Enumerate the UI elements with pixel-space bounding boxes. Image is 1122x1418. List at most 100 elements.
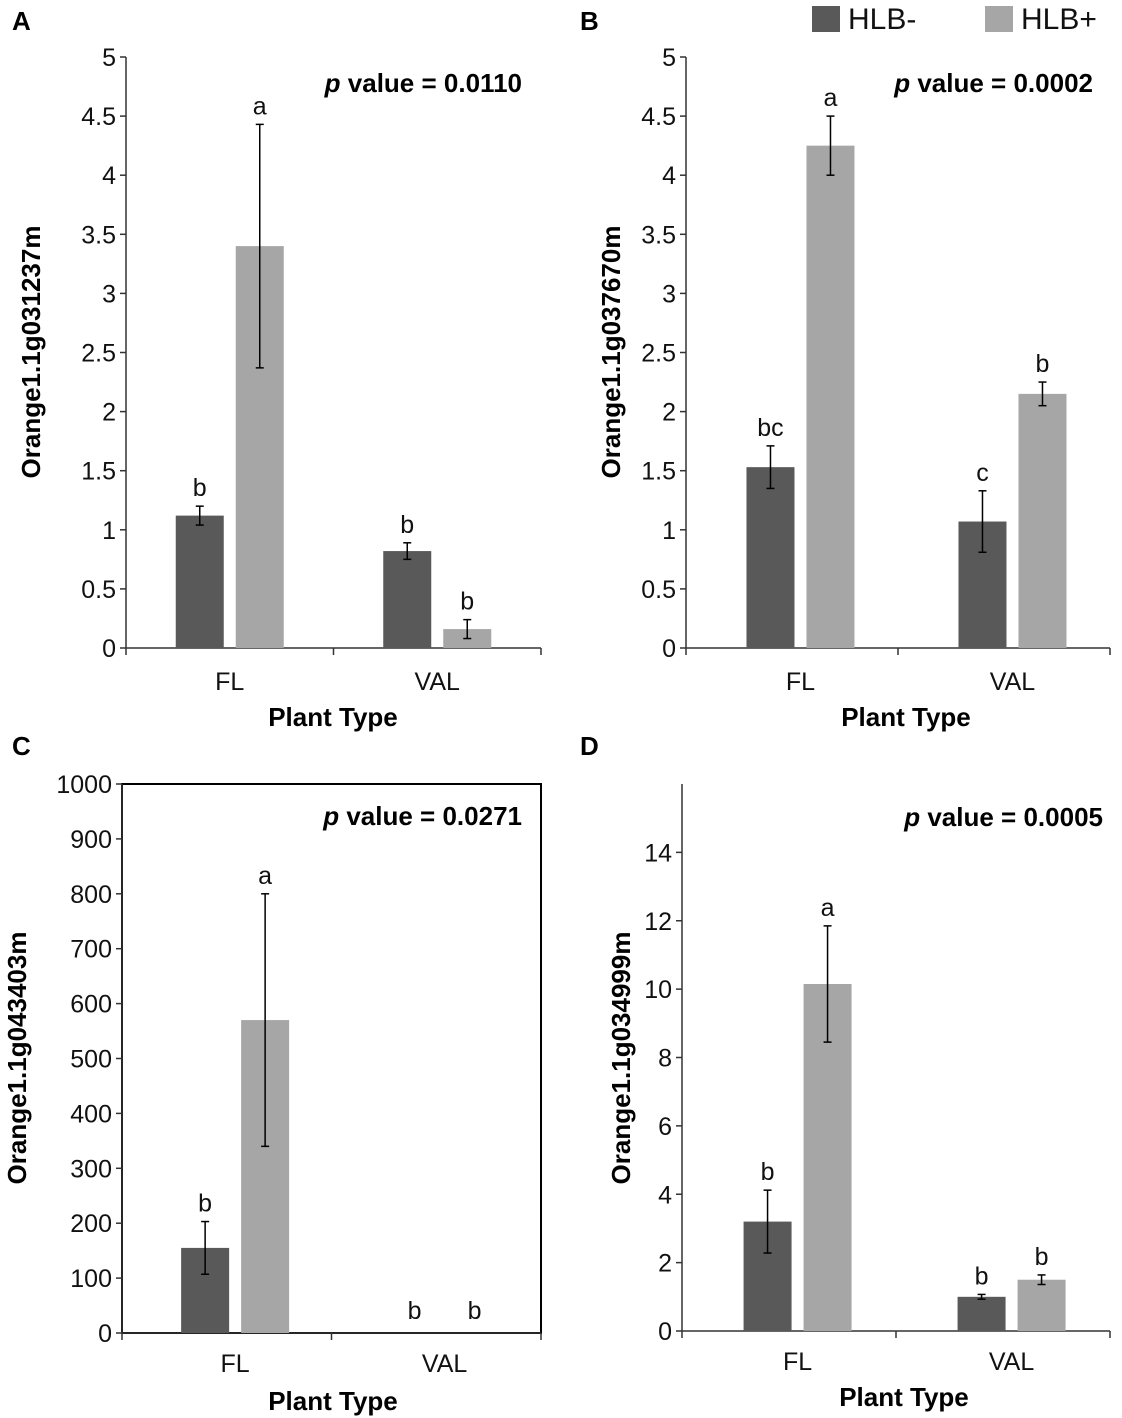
y-tick-label: 1 xyxy=(662,517,676,545)
y-tick-label: 1.5 xyxy=(641,458,676,486)
p-value-label: p value = 0.0110 xyxy=(324,68,522,98)
y-tick-label: 12 xyxy=(644,908,672,936)
y-tick-label: 4 xyxy=(102,162,116,190)
y-axis-title: Orange1.1g031237m xyxy=(16,226,46,479)
y-tick-label: 0 xyxy=(98,1320,112,1348)
bar xyxy=(383,551,432,648)
y-tick-label: 400 xyxy=(70,1100,112,1128)
bar xyxy=(806,145,855,648)
y-tick-label: 4 xyxy=(662,162,676,190)
y-tick-label: 2.5 xyxy=(641,340,676,368)
panel-b: B 0 0.5 1 1.5 2 2.5 3 3.5 4 4.5 5 FL bc a VAL c b p value … xyxy=(580,6,1111,732)
significance-letter: bc xyxy=(757,414,783,442)
y-tick-label: 3 xyxy=(662,280,676,308)
y-tick-label: 900 xyxy=(70,826,112,854)
x-category-label: VAL xyxy=(422,1350,467,1378)
panel-a: A 0 0.5 1 1.5 2 2.5 3 3.5 4 4.5 5 FL b a VAL b b p value =… xyxy=(12,6,542,732)
y-tick-label: 3.5 xyxy=(641,221,676,249)
panel-letter: B xyxy=(580,6,599,36)
y-tick-label: 2.5 xyxy=(81,340,116,368)
p-value-label: p value = 0.0002 xyxy=(893,68,1093,98)
legend-swatch-hlb-neg xyxy=(812,6,840,32)
significance-letter: b xyxy=(460,588,474,616)
bar xyxy=(175,515,224,648)
x-category-label: FL xyxy=(786,668,815,696)
x-axis-title: Plant Type xyxy=(839,1382,969,1412)
y-tick-label: 0.5 xyxy=(81,576,116,604)
bar xyxy=(746,467,795,648)
y-tick-label: 4 xyxy=(658,1181,672,1209)
significance-letter: b xyxy=(198,1190,212,1218)
p-value-text: value = 0.0110 xyxy=(341,68,522,98)
y-tick-label: 1.5 xyxy=(81,458,116,486)
y-tick-label: 2 xyxy=(658,1250,672,1278)
p-value-prefix: p xyxy=(324,68,341,98)
y-tick-label: 6 xyxy=(658,1113,672,1141)
significance-letter: a xyxy=(258,862,272,890)
y-tick-label: 5 xyxy=(662,44,676,72)
p-value-prefix: p xyxy=(893,68,910,98)
p-value-label: p value = 0.0005 xyxy=(903,802,1103,832)
y-tick-label: 3 xyxy=(102,280,116,308)
x-category-label: VAL xyxy=(415,668,460,696)
p-value-prefix: p xyxy=(322,801,339,831)
p-value-text: value = 0.0271 xyxy=(339,801,522,831)
significance-letter: b xyxy=(761,1158,775,1186)
p-value-text: value = 0.0002 xyxy=(910,68,1093,98)
y-tick-label: 5 xyxy=(102,44,116,72)
x-category-label: VAL xyxy=(990,668,1035,696)
panel-letter: D xyxy=(580,731,599,761)
significance-letter: b xyxy=(975,1262,989,1290)
y-tick-label: 10 xyxy=(644,976,672,1004)
x-axis-title: Plant Type xyxy=(268,1386,398,1416)
y-tick-label: 14 xyxy=(644,839,672,867)
significance-letter: b xyxy=(468,1297,482,1325)
p-value-text: value = 0.0005 xyxy=(920,802,1103,832)
significance-letter: b xyxy=(193,474,207,502)
y-tick-label: 0.5 xyxy=(641,576,676,604)
y-axis-title: Orange1.1g043403m xyxy=(2,932,32,1185)
y-tick-label: 0 xyxy=(662,635,676,663)
x-axis-title: Plant Type xyxy=(268,702,398,732)
y-tick-label: 1 xyxy=(102,517,116,545)
bar xyxy=(1018,393,1067,648)
legend: HLB- HLB+ xyxy=(812,3,1097,36)
y-tick-label: 500 xyxy=(70,1046,112,1074)
x-category-label: FL xyxy=(221,1350,250,1378)
x-category-label: FL xyxy=(783,1348,812,1376)
y-tick-label: 100 xyxy=(70,1265,112,1293)
y-tick-label: 3.5 xyxy=(81,221,116,249)
y-tick-label: 4.5 xyxy=(641,103,676,131)
y-tick-label: 4.5 xyxy=(81,103,116,131)
significance-letter: b xyxy=(400,511,414,539)
panel-c: C 0 100 200 300 400 500 600 700 800 900 1000 FL b a VAL… xyxy=(2,731,542,1416)
panel-d: D 0 2 4 6 8 10 12 14 FL b a VAL b b p value = 0.0005 Ora… xyxy=(580,731,1111,1412)
bar xyxy=(1017,1279,1066,1331)
p-value-prefix: p xyxy=(903,802,920,832)
legend-label-hlb-neg: HLB- xyxy=(848,3,916,36)
panel-letter: C xyxy=(12,731,31,761)
y-tick-label: 8 xyxy=(658,1045,672,1073)
y-tick-label: 300 xyxy=(70,1155,112,1183)
x-axis-title: Plant Type xyxy=(841,702,971,732)
y-axis-title: Orange1.1g034999m xyxy=(606,932,636,1185)
y-tick-label: 800 xyxy=(70,881,112,909)
bar xyxy=(957,1296,1006,1331)
significance-letter: a xyxy=(824,84,838,112)
y-axis-title: Orange1.1g037670m xyxy=(596,226,626,479)
y-tick-label: 600 xyxy=(70,991,112,1019)
legend-label-hlb-pos: HLB+ xyxy=(1021,3,1097,36)
y-tick-label: 0 xyxy=(102,635,116,663)
x-category-label: FL xyxy=(215,668,244,696)
significance-letter: b xyxy=(1036,350,1050,378)
significance-letter: a xyxy=(821,894,835,922)
y-tick-label: 0 xyxy=(658,1318,672,1346)
y-tick-label: 2 xyxy=(662,399,676,427)
y-tick-label: 200 xyxy=(70,1210,112,1238)
y-tick-label: 1000 xyxy=(56,771,112,799)
legend-swatch-hlb-pos xyxy=(985,6,1013,32)
y-tick-label: 700 xyxy=(70,936,112,964)
significance-letter: a xyxy=(253,92,267,120)
significance-letter: c xyxy=(976,459,989,487)
